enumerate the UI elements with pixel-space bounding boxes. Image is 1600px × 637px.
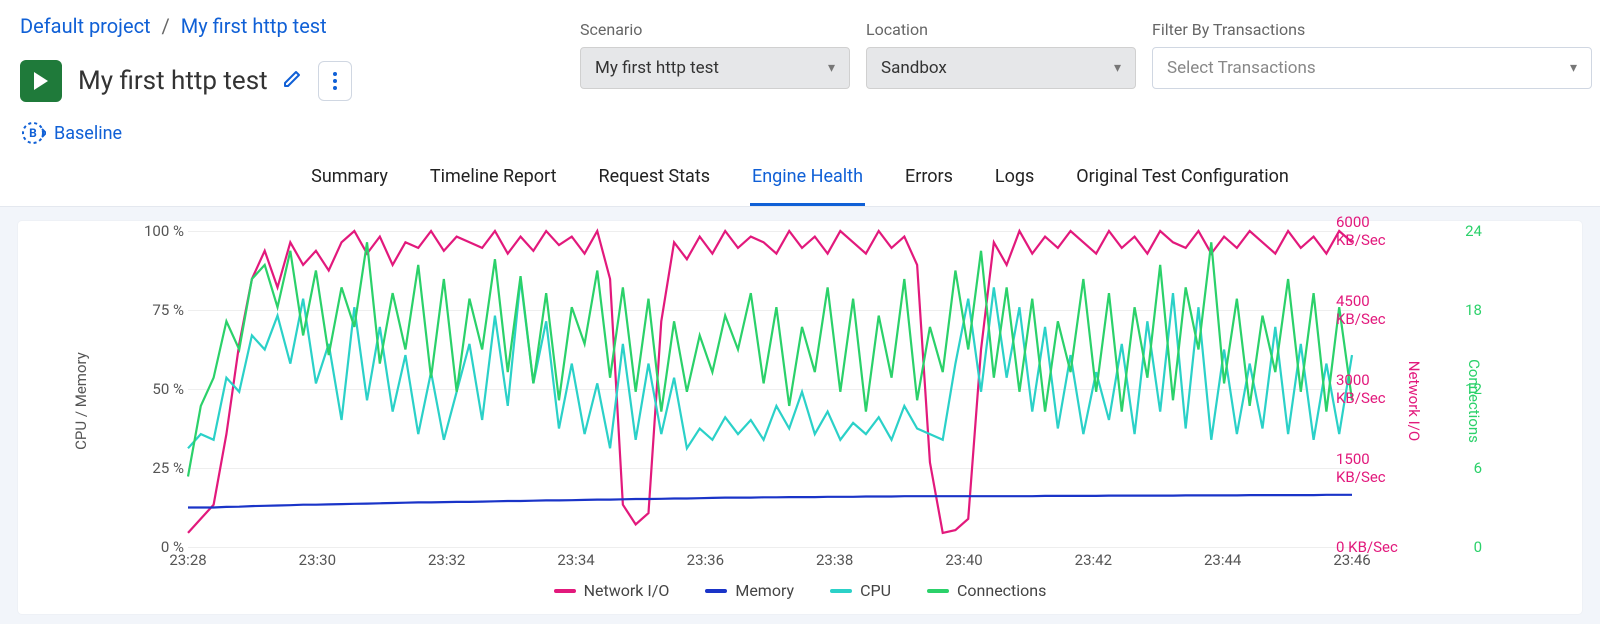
legend-label: Connections	[957, 581, 1046, 600]
legend-swatch	[927, 589, 949, 593]
legend-label: Network I/O	[584, 581, 670, 600]
tab-logs[interactable]: Logs	[993, 156, 1036, 206]
tab-request-stats[interactable]: Request Stats	[596, 156, 712, 206]
edit-icon[interactable]	[278, 65, 306, 97]
legend-swatch	[830, 589, 852, 593]
engine-health-chart: CPU / Memory 0 %25 %50 %75 %100 % 0 KB/S…	[18, 221, 1582, 614]
scenario-label: Scenario	[580, 20, 850, 39]
chevron-down-icon: ▾	[1114, 60, 1121, 76]
tab-timeline-report[interactable]: Timeline Report	[428, 156, 559, 206]
chart-legend: Network I/O Memory CPU Connections	[38, 581, 1562, 600]
legend-swatch	[554, 589, 576, 593]
tabs: Summary Timeline Report Request Stats Engin…	[0, 156, 1600, 207]
y-axis-left-title: CPU / Memory	[72, 352, 90, 450]
transactions-label: Filter By Transactions	[1152, 20, 1592, 39]
x-axis-labels: 23:2823:3023:3223:3423:3623:3823:4023:42…	[188, 549, 1352, 571]
tab-original-test-configuration[interactable]: Original Test Configuration	[1074, 156, 1291, 206]
legend-item-memory[interactable]: Memory	[705, 581, 794, 600]
breadcrumb-project[interactable]: Default project	[20, 14, 151, 38]
legend-swatch	[705, 589, 727, 593]
overflow-menu-button[interactable]	[318, 61, 352, 101]
transactions-placeholder: Select Transactions	[1167, 58, 1316, 78]
tab-errors[interactable]: Errors	[903, 156, 955, 206]
page-title: My first http test	[78, 66, 268, 96]
scenario-value: My first http test	[595, 58, 719, 78]
baseline-label: Baseline	[54, 123, 122, 144]
legend-item-network-i-o[interactable]: Network I/O	[554, 581, 670, 600]
y-axis-left-labels: 0 %25 %50 %75 %100 %	[128, 231, 184, 547]
legend-label: Memory	[735, 581, 794, 600]
location-select[interactable]: Sandbox ▾	[866, 47, 1136, 89]
transactions-select[interactable]: Select Transactions ▾	[1152, 47, 1592, 89]
location-label: Location	[866, 20, 1136, 39]
legend-label: CPU	[860, 581, 891, 600]
scenario-select[interactable]: My first http test ▾	[580, 47, 850, 89]
chart-plot	[188, 231, 1352, 547]
location-value: Sandbox	[881, 58, 947, 78]
legend-item-connections[interactable]: Connections	[927, 581, 1046, 600]
breadcrumb-test[interactable]: My first http test	[181, 14, 327, 38]
y-axis-right1-title: Network I/O	[1405, 361, 1423, 441]
tab-summary[interactable]: Summary	[309, 156, 390, 206]
svg-text:B: B	[29, 126, 37, 140]
baseline-icon: B	[20, 120, 46, 146]
breadcrumb: Default project / My first http test	[20, 14, 580, 38]
legend-item-cpu[interactable]: CPU	[830, 581, 891, 600]
y-axis-right2-title: Connections	[1465, 359, 1483, 443]
tab-engine-health[interactable]: Engine Health	[750, 156, 865, 206]
baseline-link[interactable]: B Baseline	[20, 120, 580, 146]
play-button[interactable]	[20, 60, 62, 102]
chevron-down-icon: ▾	[1570, 60, 1577, 76]
chevron-down-icon: ▾	[828, 60, 835, 76]
